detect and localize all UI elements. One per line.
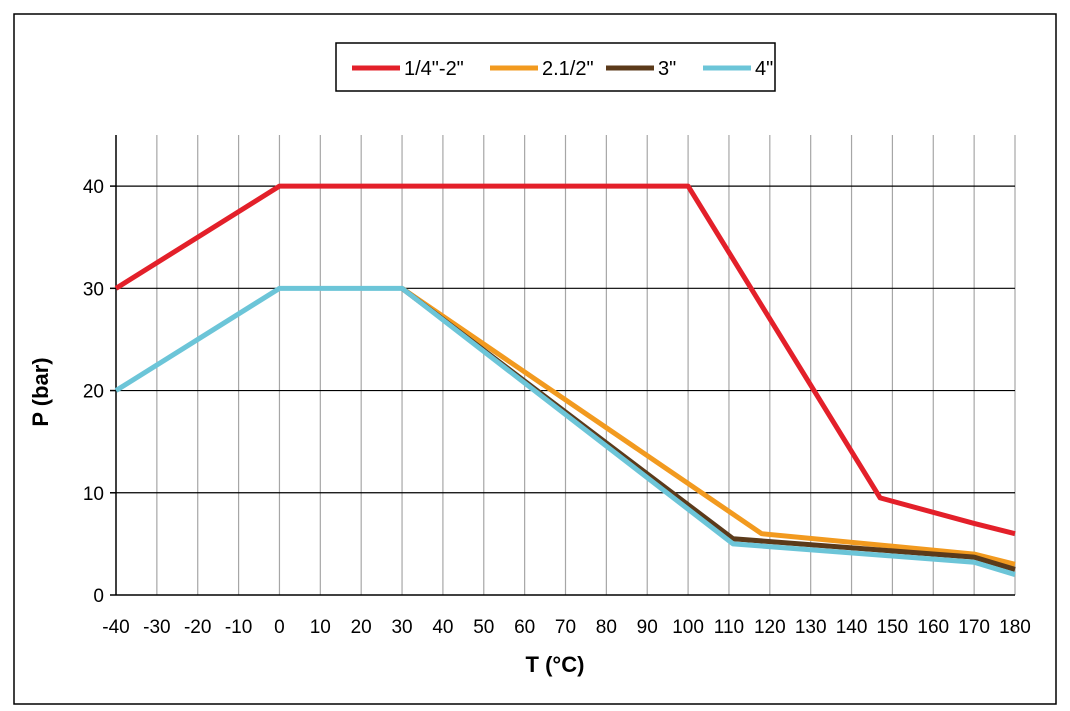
axes [110,135,1015,596]
x-tick-label: 90 [637,617,658,638]
series-layer [114,183,1016,577]
legend-box [335,42,776,92]
legend-label: 3" [658,58,676,80]
y-tick-label: 40 [83,177,104,198]
y-tick-label: 30 [83,279,104,300]
y-tick-label: 10 [83,484,104,505]
x-tick-label: 30 [391,617,412,638]
x-tick-label: 110 [714,617,744,638]
legend: 1/4"-2" 2.1/2" 3" 4" [335,42,776,92]
series-line [114,183,1016,537]
legend-label: 1/4"-2" [404,58,464,80]
x-tick-labels: -40 -30 -20 -10 0 10 20 30 40 50 60 70 80 90 100 110 120… [102,617,1031,638]
x-tick-label: -30 [143,617,170,638]
x-tick-label: 160 [917,617,949,638]
x-tick-label: 100 [672,617,704,638]
y-tick-label: 0 [93,586,104,607]
x-tick-label: -20 [184,617,211,638]
y-axis-title: P (bar) [28,357,53,426]
x-tick-label: 150 [877,617,909,638]
legend-label: 2.1/2" [542,58,594,80]
x-tick-label: 170 [958,617,990,638]
x-tick-label: 10 [310,617,331,638]
x-tick-label: 50 [473,617,494,638]
legend-label: 4" [755,58,773,80]
x-tick-label: 70 [555,617,576,638]
x-tick-label: -40 [102,617,129,638]
x-tick-label: 120 [754,617,786,638]
x-axis-title: T (°C) [526,652,585,677]
series-line [400,286,1016,567]
x-tick-label: 0 [274,617,285,638]
x-tick-label: -10 [225,617,252,638]
y-tick-label: 20 [83,382,104,403]
series-line [114,285,1016,577]
x-gridlines [156,135,1016,595]
x-tick-label: 40 [432,617,453,638]
x-tick-label: 140 [836,617,868,638]
x-tick-label: 20 [351,617,372,638]
y-tick-labels: 0 10 20 30 40 [83,177,104,607]
x-tick-label: 80 [596,617,617,638]
x-tick-label: 180 [999,617,1031,638]
x-tick-label: 60 [514,617,535,638]
x-tick-label: 130 [795,617,827,638]
